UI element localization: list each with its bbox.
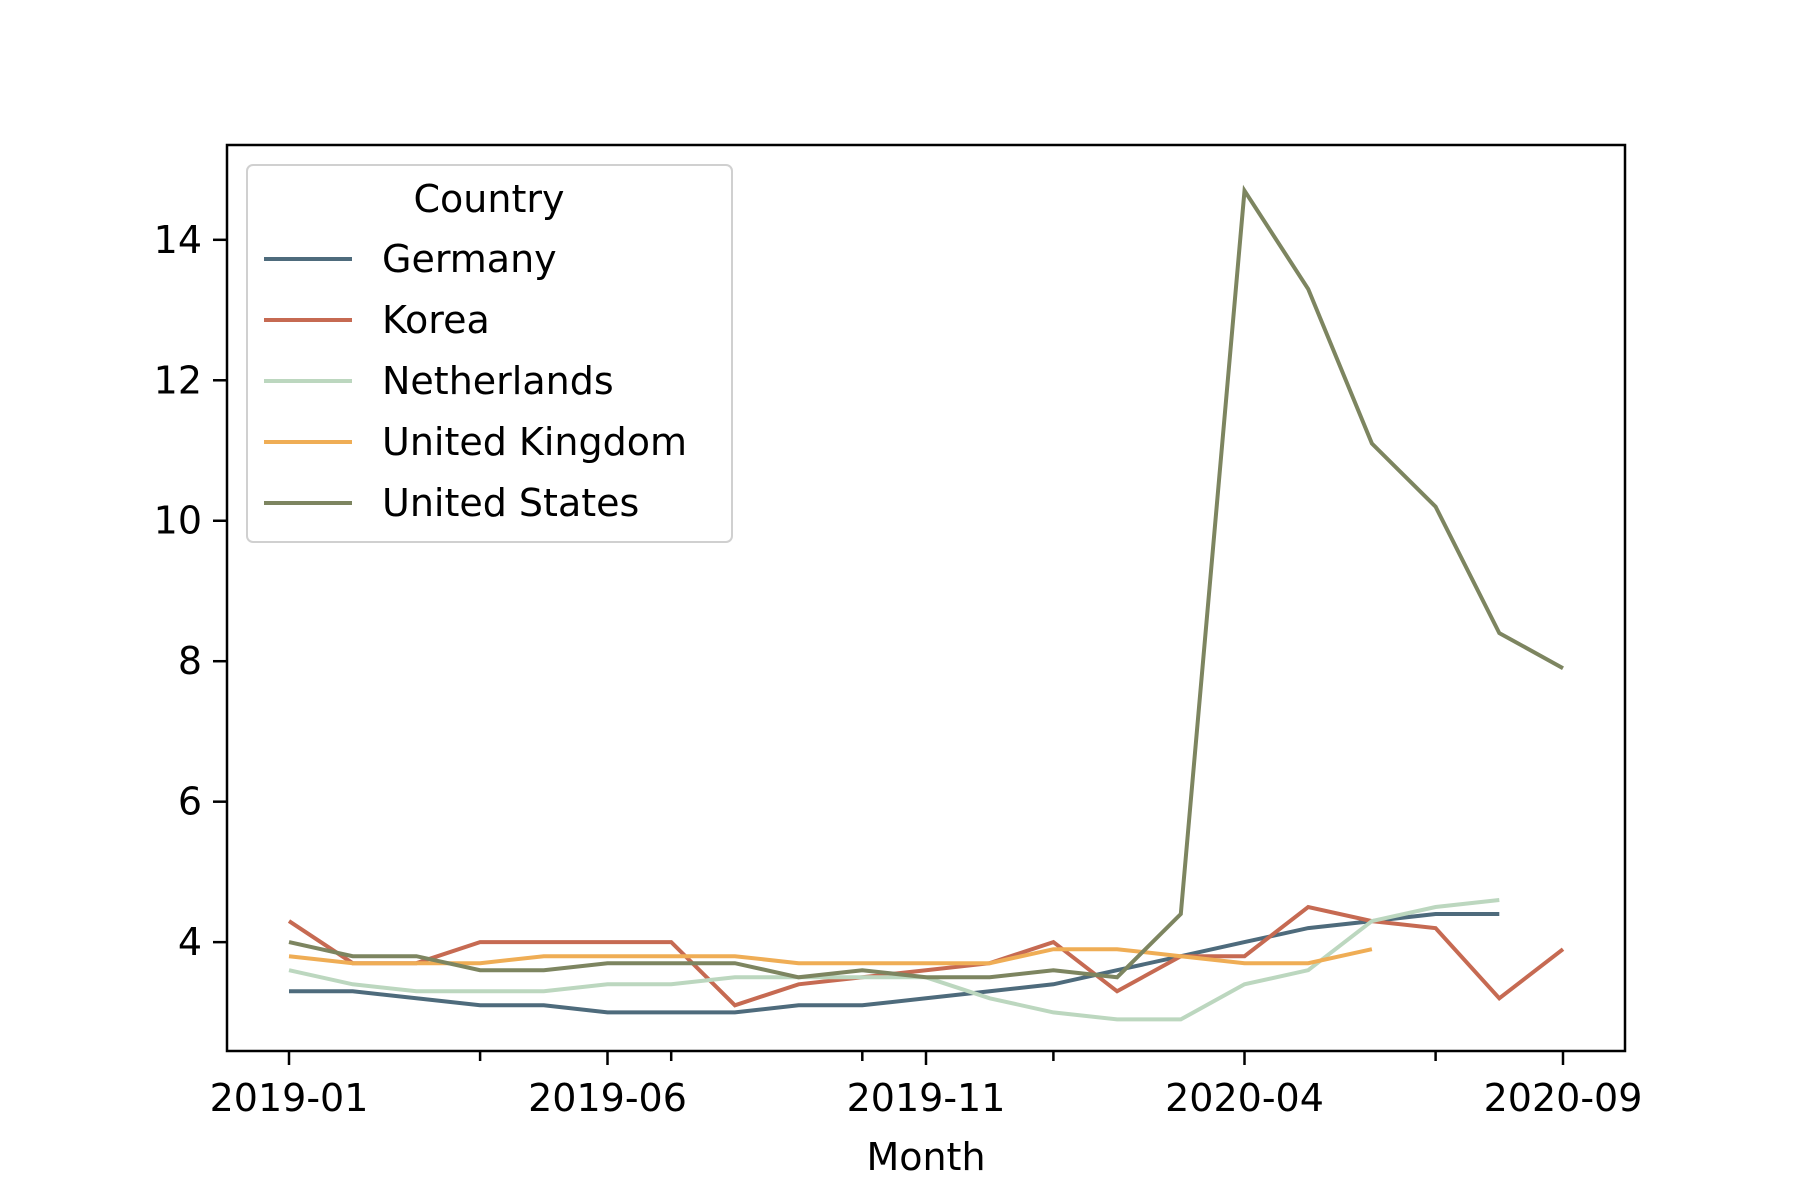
legend-label: Germany (382, 237, 557, 281)
legend-title: Country (414, 177, 565, 221)
x-tick-label: 2020-04 (1165, 1076, 1324, 1120)
y-tick-label: 8 (178, 639, 202, 683)
y-tick-label: 6 (178, 780, 202, 824)
y-tick-label: 4 (178, 920, 202, 964)
legend-label: United Kingdom (382, 420, 687, 464)
y-tick-label: 12 (154, 358, 202, 402)
y-tick-label: 10 (154, 499, 202, 543)
x-axis-label: Month (866, 1135, 985, 1179)
x-tick-label: 2019-06 (528, 1076, 687, 1120)
legend: Country Germany Korea Netherlands United Ki… (247, 165, 732, 542)
legend-label: Korea (382, 298, 490, 342)
y-tick-label: 14 (154, 218, 202, 262)
legend-label: Netherlands (382, 359, 614, 403)
x-tick-label: 2019-11 (847, 1076, 1006, 1120)
x-tick-label: 2020-09 (1484, 1076, 1643, 1120)
x-tick-label: 2019-01 (210, 1076, 369, 1120)
legend-label: United States (382, 481, 639, 525)
